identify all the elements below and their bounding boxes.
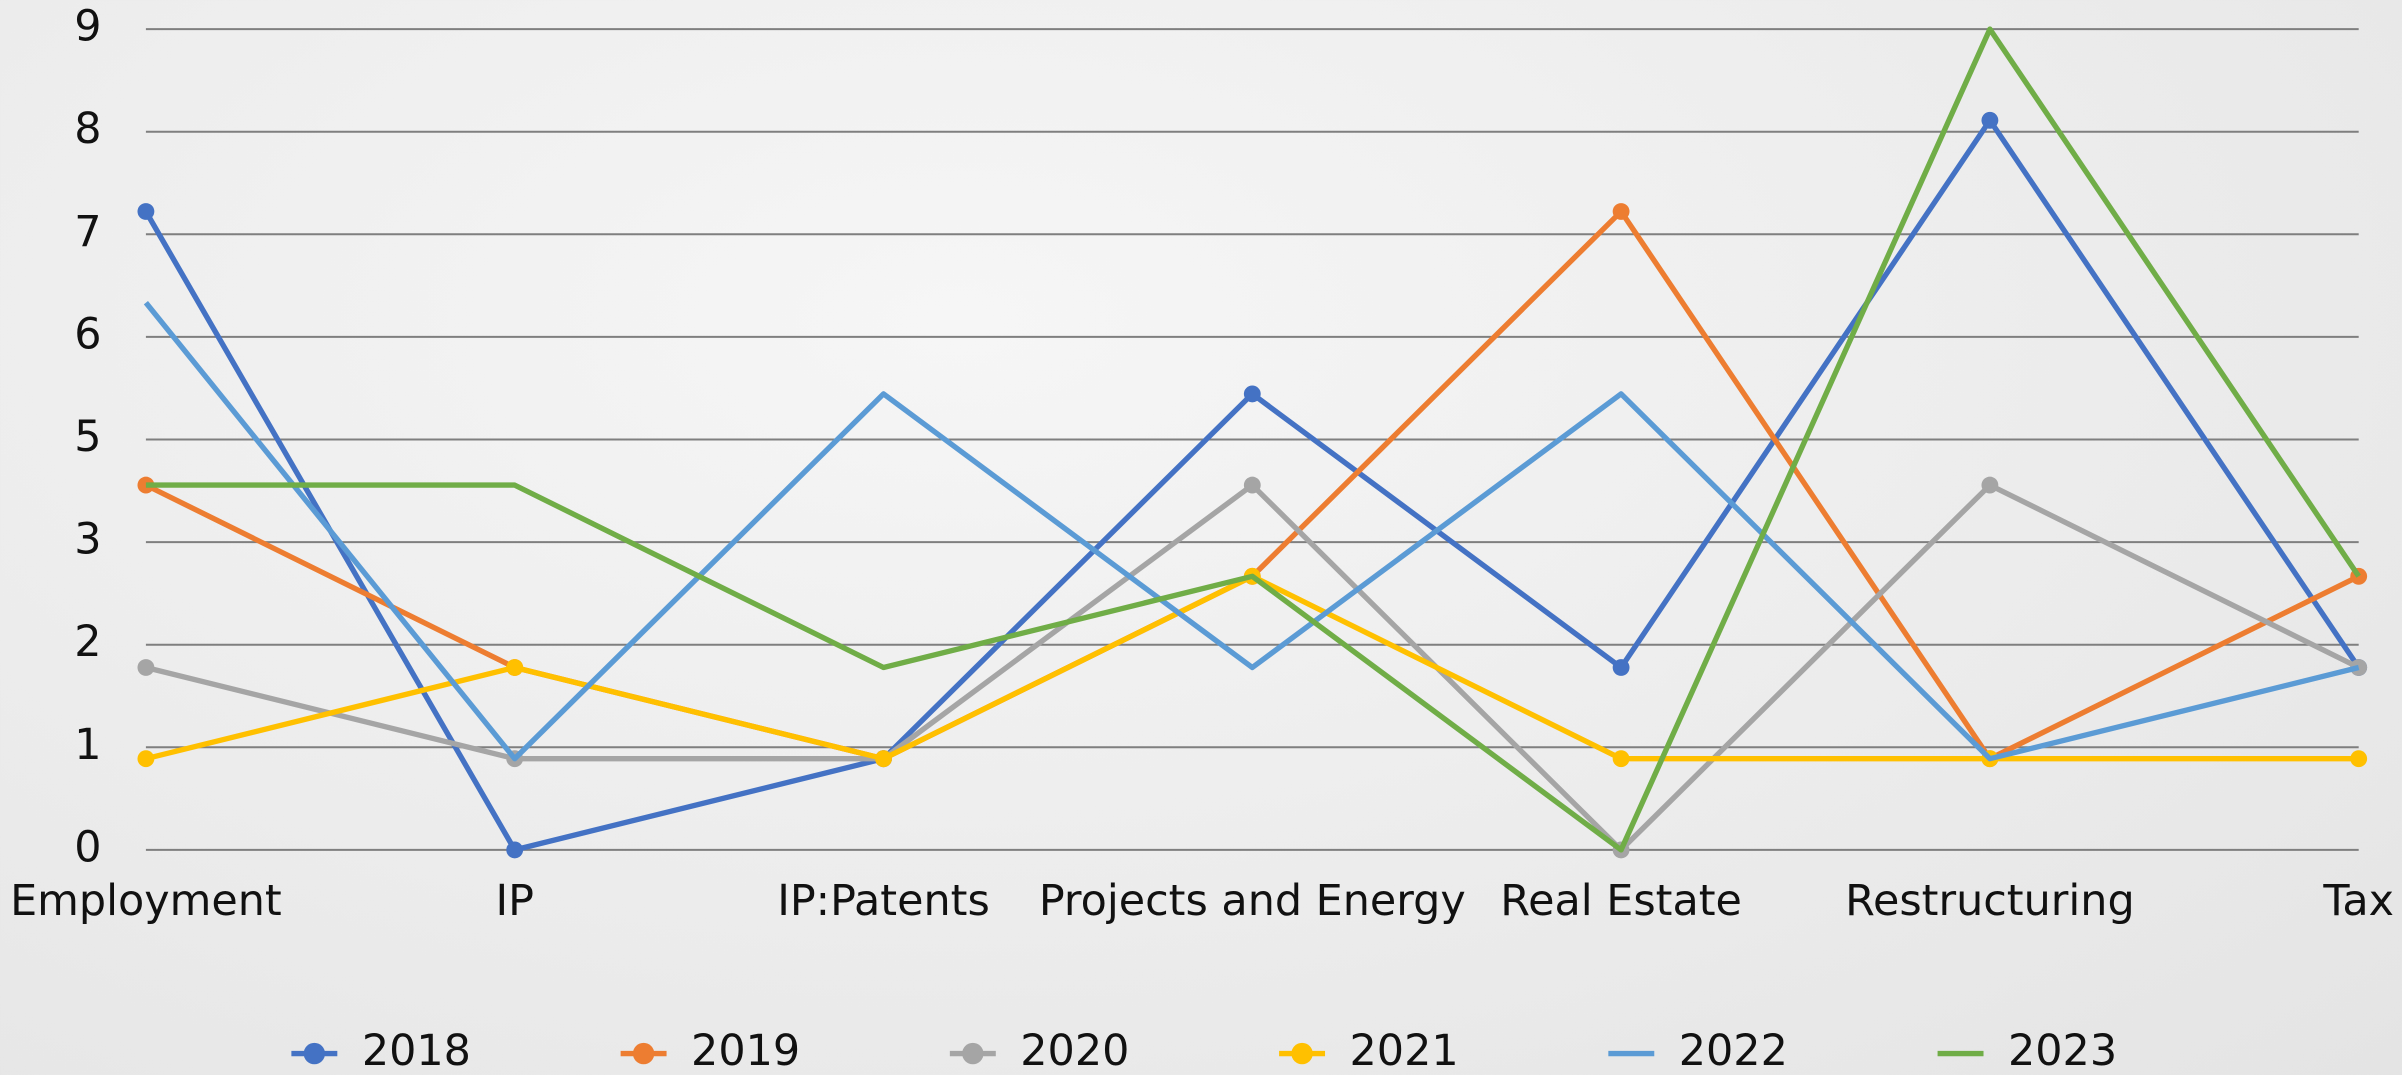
point [137,659,155,676]
point [137,750,155,768]
series-line [143,301,2360,762]
point [1612,659,1630,676]
x-tick-label: Restructuring [1845,876,2135,926]
legend-label: 2023 [2008,1026,2117,1075]
legend-marker [632,1042,655,1065]
legend-marker [962,1042,984,1065]
legend-marker [303,1042,326,1065]
x-tick-label: IP:Patents [777,876,990,926]
y-tick-label: 1 [74,720,101,770]
x-tick-label: Tax [2322,876,2394,926]
point [1243,385,1261,403]
x-tick-label: Real Estate [1500,876,1742,926]
y-tick-label: 8 [74,104,101,154]
point [1981,111,1999,129]
series-line [145,26,2361,853]
point [506,841,524,859]
y-tick-label: 3 [74,515,101,565]
x-tick-label: IP [495,876,534,926]
point [2350,750,2368,768]
y-tick-label: 6 [74,309,101,359]
point [875,750,892,768]
legend-label: 2022 [1679,1026,1788,1075]
y-tick-label: 9 [74,2,101,52]
legend-label: 2021 [1350,1026,1459,1075]
y-tick-label: 2 [74,617,101,667]
y-tick-label: 7 [74,207,101,257]
legend-marker [1291,1042,1313,1065]
x-tick-label: Employment [10,876,282,926]
point [1612,750,1630,768]
x-tick-label: Projects and Energy [1039,876,1466,926]
legend-label: 2020 [1020,1026,1129,1075]
point [1981,476,1999,494]
point [137,203,155,220]
legend-label: 2019 [691,1026,800,1075]
y-tick-label: 0 [74,822,101,872]
point [1612,203,1630,220]
legend-label: 2018 [362,1026,471,1075]
y-tick-label: 5 [74,412,101,462]
point [506,659,524,676]
point [1243,476,1261,494]
